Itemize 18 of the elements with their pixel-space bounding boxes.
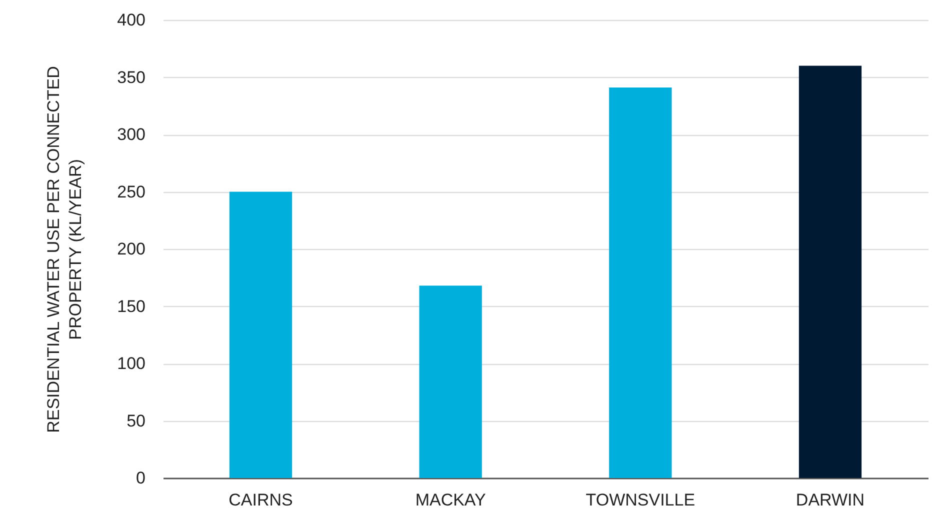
y-tick-label: 400 (117, 10, 146, 30)
bar (609, 88, 672, 478)
bar (229, 192, 292, 478)
bar (798, 66, 862, 478)
bar (419, 286, 482, 478)
y-tick-label: 350 (117, 68, 146, 87)
x-tick-label: TOWNSVILLE (586, 490, 696, 510)
y-tick-label: 200 (117, 240, 146, 258)
x-tick-label: CAIRNS (228, 490, 293, 510)
y-tick-label: 300 (117, 125, 146, 144)
y-tick-label: 250 (117, 182, 146, 202)
y-tick-label: 100 (117, 354, 146, 373)
y-tick-label: 50 (126, 411, 146, 430)
y-tick-label: 150 (117, 296, 146, 316)
y-tick-label: 0 (136, 468, 146, 488)
x-tick-label: DARWIN (796, 490, 865, 510)
x-tick-label: MACKAY (415, 490, 486, 510)
y-axis-title: RESIDENTIAL WATER USE PER CONNECTED PROPERTY (KL/YEAR) (44, 66, 86, 433)
